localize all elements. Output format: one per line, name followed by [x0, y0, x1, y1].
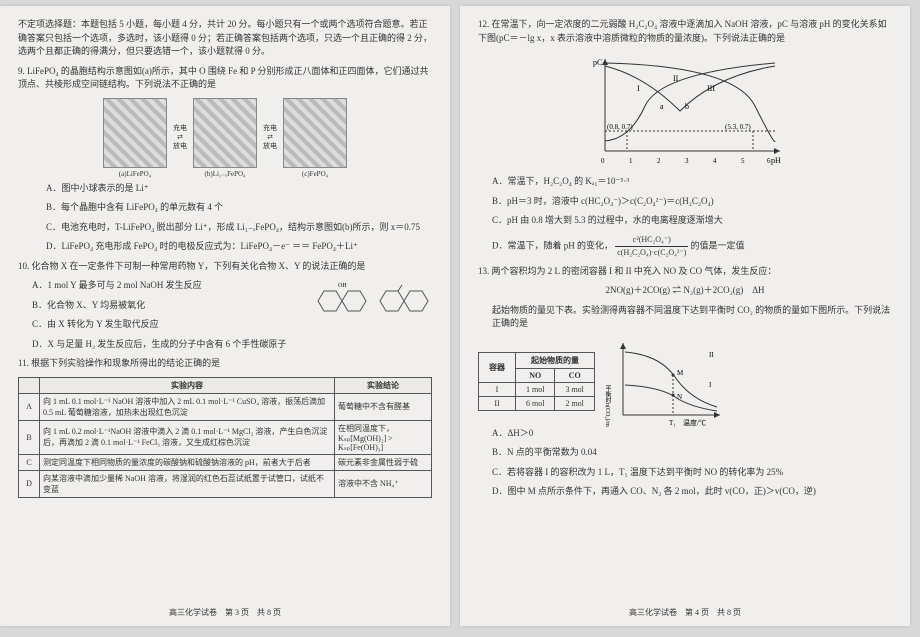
svg-text:3: 3: [685, 157, 689, 165]
q11-stem: 11. 根据下列实验操作和现象所得出的结论正确的是: [18, 357, 432, 371]
cell-c-result: 碳元素非金属性弱于硫: [335, 454, 432, 470]
page-3: 不定项选择题：本题包括 5 小题，每小题 4 分，共计 20 分。每小题只有一个…: [0, 6, 450, 626]
svg-text:温度/℃: 温度/℃: [683, 418, 706, 427]
svg-text:(0.8, 0.7): (0.8, 0.7): [607, 123, 633, 131]
section-intro: 不定项选择题：本题包括 5 小题，每小题 4 分，共计 20 分。每小题只有一个…: [18, 18, 432, 59]
arrow1-bot: 放电: [173, 142, 187, 151]
q9-opt-d: D．LiFePO₄ 充电形成 FePO₄ 时的电极反应式为：LiFePO₄－e⁻…: [18, 240, 432, 254]
crystal-c: (c)FePO₄: [283, 98, 347, 178]
svg-text:N: N: [677, 393, 682, 401]
q13-opt-c: C．若将容器 I 的容积改为 1 L，T₁ 温度下达到平衡时 NO 的转化率为 …: [478, 466, 892, 480]
q12-opt-a: A．常温下，H₂C₂O₄ 的 Kₐ₁＝10⁻⁵·³: [478, 175, 892, 189]
q13-chart: M N II I 温度/℃ 平衡时n(CO₂)/mol T₁: [605, 337, 725, 427]
q13-equation: 2NO(g)＋2CO(g) ⇌ N₂(g)＋2CO₂(g) ΔH: [478, 284, 892, 298]
svg-text:a: a: [660, 102, 664, 111]
arrow1-top: 充电: [173, 124, 187, 133]
q12-stem: 12. 在常温下，向一定浓度的二元弱酸 H₂C₂O₄ 溶液中逐滴加入 NaOH …: [478, 18, 892, 45]
table-row: II6 mol2 mol: [479, 397, 595, 411]
th-content: 实验内容: [40, 377, 335, 393]
cell-a-content: 向 1 mL 0.1 mol·L⁻¹ NaOH 溶液中加入 2 mL 0.1 m…: [40, 393, 335, 420]
q10-stem: 10. 化合物 X 在一定条件下可制一种常用药物 Y，下列有关化合物 X、Y 的…: [18, 260, 432, 274]
svg-text:6: 6: [767, 157, 771, 165]
th-no: NO: [516, 369, 555, 383]
q12d-pre: D．常温下，随着 pH 的变化，: [492, 240, 613, 250]
table-row: A向 1 mL 0.1 mol·L⁻¹ NaOH 溶液中加入 2 mL 0.1 …: [19, 393, 432, 420]
svg-text:II: II: [673, 74, 679, 83]
svg-text:pH: pH: [771, 156, 781, 165]
crystal-a: (a)LiFePO₄: [103, 98, 167, 178]
q13-table: 容器起始物质的量 NOCO I1 mol3 mol II6 mol2 mol: [478, 352, 595, 411]
fig-c-label: (c)FePO₄: [283, 170, 347, 178]
page-4: 12. 在常温下，向一定浓度的二元弱酸 H₂C₂O₄ 溶液中逐滴加入 NaOH …: [460, 6, 910, 626]
q12d-post: 的值是一定值: [691, 240, 745, 250]
q11-table: 实验内容实验结论 A向 1 mL 0.1 mol·L⁻¹ NaOH 溶液中加入 …: [18, 377, 432, 498]
fig-b-label: (b)Li₁₋ₓFePO₄: [193, 170, 257, 178]
svg-text:OH: OH: [338, 283, 347, 289]
th-co: CO: [555, 369, 594, 383]
svg-text:I: I: [637, 84, 640, 93]
svg-text:pC: pC: [593, 58, 602, 67]
q12-chart: pC pH 0 1 2 3 4 5 6 (0.8, 0.7) (5.3, 0.7) I II…: [585, 51, 785, 171]
svg-text:II: II: [709, 351, 714, 359]
q10-opt-b: B．化合物 X、Y 均易被氧化: [18, 299, 300, 313]
svg-text:M: M: [677, 369, 684, 377]
q10-opt-d: D．X 与足量 H₂ 发生反应后，生成的分子中含有 6 个手性碳原子: [18, 338, 300, 352]
cell-c-content: 测定同温度下相同物质的量浓度的碳酸钠和硫酸钠溶液的 pH，前者大于后者: [40, 454, 335, 470]
cell-a-result: 葡萄糖中不含有醛基: [335, 393, 432, 420]
svg-text:平衡时n(CO₂)/mol: 平衡时n(CO₂)/mol: [605, 385, 611, 427]
q9-figures: (a)LiFePO₄ 充电 ⇄ 放电 (b)Li₁₋ₓFePO₄ 充电 ⇄ 放电…: [18, 98, 432, 178]
q13-opt-a: A．ΔH＞0: [478, 427, 892, 441]
q9-opt-b: B．每个晶胞中含有 LiFePO₄ 的单元数有 4 个: [18, 201, 432, 215]
svg-text:I: I: [709, 381, 712, 389]
svg-text:1: 1: [629, 157, 633, 165]
molecule-x-icon: OHX: [310, 279, 370, 313]
arrow-2: 充电 ⇄ 放电: [263, 124, 277, 151]
q13-note: 起始物质的量见下表。实验测得两容器不同温度下达到平衡时 CO₂ 的物质的量如下图…: [478, 304, 892, 331]
svg-text:5: 5: [741, 157, 745, 165]
table-row: B向 1 mL 0.2 mol·L⁻¹NaOH 溶液中滴入 2 滴 0.1 mo…: [19, 420, 432, 454]
svg-text:(5.3, 0.7): (5.3, 0.7): [725, 123, 751, 131]
q10-opt-a: A．1 mol Y 最多可与 2 mol NaOH 发生反应: [18, 279, 300, 293]
svg-text:b: b: [685, 102, 689, 111]
q12-opt-c: C．pH 由 0.8 增大到 5.3 的过程中，水的电离程度逐渐增大: [478, 214, 892, 228]
q9-opt-c: C．电池充电时，T-LiFePO₄ 脱出部分 Li⁺，形成 Li₁₋ₓFePO₄…: [18, 221, 432, 235]
svg-text:2: 2: [657, 157, 661, 165]
table-row: I1 mol3 mol: [479, 383, 595, 397]
footer-left: 高三化学试卷 第 3 页 共 8 页: [0, 607, 450, 618]
arrow2-top: 充电: [263, 124, 277, 133]
svg-text:0: 0: [601, 157, 605, 165]
q13-opt-b: B．N 点的平衡常数为 0.04: [478, 446, 892, 460]
arrow-1: 充电 ⇄ 放电: [173, 124, 187, 151]
fig-a-label: (a)LiFePO₄: [103, 170, 167, 178]
q12-opt-b: B．pH＝3 时，溶液中 c(HC₂O₄⁻)＞c(C₂O₄²⁻)＝c(H₂C₂O…: [478, 195, 892, 209]
th-conclusion: 实验结论: [335, 377, 432, 393]
cell-b-result: 在相同温度下，Kₛₚ[Mg(OH)₂] > Kₛₚ[Fe(OH)₃]: [335, 420, 432, 454]
q12-opt-d: D．常温下，随着 pH 的变化， c²(HC₂O₄⁻) c(H₂C₂O₄)·c(…: [478, 234, 892, 259]
q10-opt-c: C．由 X 转化为 Y 发生取代反应: [18, 318, 300, 332]
table-row: C测定同温度下相同物质的量浓度的碳酸钠和硫酸钠溶液的 pH，前者大于后者碳元素非…: [19, 454, 432, 470]
svg-text:T₁: T₁: [669, 419, 676, 427]
molecule-y-icon: Y: [372, 279, 432, 313]
q9-opt-a: A．图中小球表示的是 Li⁺: [18, 182, 432, 196]
th-amount: 起始物质的量: [516, 353, 595, 369]
q13-stem: 13. 两个容积均为 2 L 的密闭容器 I 和 II 中充入 NO 及 CO …: [478, 265, 892, 279]
cell-d-content: 向某溶液中滴加少量稀 NaOH 溶液，将湿润的红色石蕊试纸置于试管口，试纸不变蓝: [40, 470, 335, 497]
table-row: D向某溶液中滴加少量稀 NaOH 溶液，将湿润的红色石蕊试纸置于试管口，试纸不变…: [19, 470, 432, 497]
footer-right: 高三化学试卷 第 4 页 共 8 页: [460, 607, 910, 618]
arrow2-bot: 放电: [263, 142, 277, 151]
cell-b-content: 向 1 mL 0.2 mol·L⁻¹NaOH 溶液中滴入 2 滴 0.1 mol…: [40, 420, 335, 454]
q9-stem: 9. LiFePO₄ 的晶胞结构示意图如(a)所示，其中 O 围绕 Fe 和 P…: [18, 65, 432, 92]
svg-text:4: 4: [713, 157, 717, 165]
svg-text:III: III: [707, 84, 715, 93]
cell-d-result: 溶液中不含 NH₄⁺: [335, 470, 432, 497]
q13-opt-d: D．图中 M 点所示条件下，再通入 CO、N₂ 各 2 mol，此时 v(CO，…: [478, 485, 892, 499]
th-vessel: 容器: [479, 353, 516, 383]
molecule-figures: OHX Y: [310, 279, 432, 315]
crystal-b: (b)Li₁₋ₓFePO₄: [193, 98, 257, 178]
